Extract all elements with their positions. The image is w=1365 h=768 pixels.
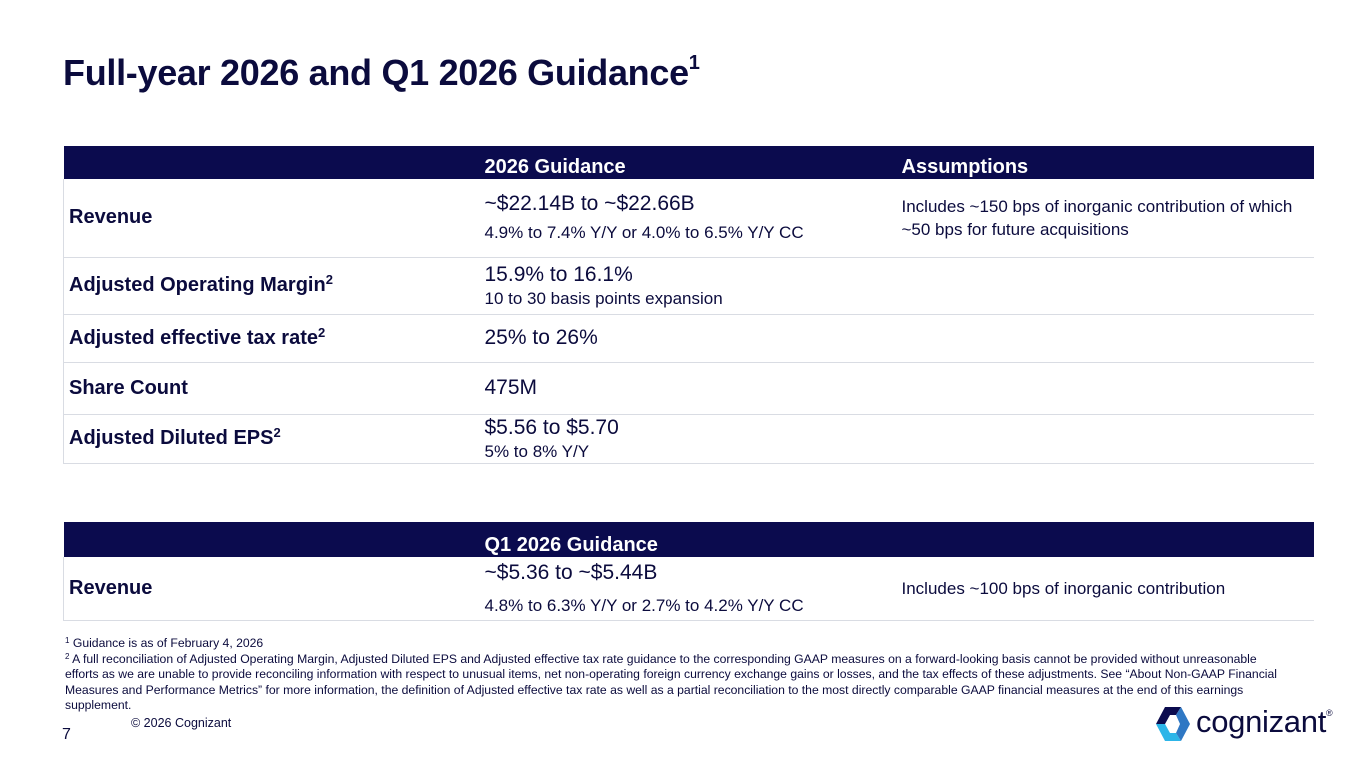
guidance-detail: 10 to 30 basis points expansion bbox=[484, 288, 723, 308]
guidance-cell: $5.56 to $5.70 5% to 8% Y/Y bbox=[479, 414, 897, 464]
assumption-cell bbox=[896, 414, 1314, 464]
logo-mark-light bbox=[1156, 724, 1181, 741]
guidance-detail: 4.9% to 7.4% Y/Y or 4.0% to 6.5% Y/Y CC bbox=[484, 223, 804, 243]
header-assumptions: Assumptions bbox=[896, 146, 1314, 179]
cognizant-logo-icon bbox=[1156, 707, 1190, 741]
guidance-cell: 15.9% to 16.1% 10 to 30 basis points exp… bbox=[479, 257, 897, 315]
row-label: Adjusted Operating Margin2 bbox=[63, 257, 480, 315]
row-label: Revenue bbox=[63, 557, 480, 621]
table-row-share-count: Share Count 475M bbox=[63, 362, 1314, 415]
guidance-cell: ~$5.36 to ~$5.44B 4.8% to 6.3% Y/Y or 2.… bbox=[479, 557, 897, 621]
guidance-value: 15.9% to 16.1% bbox=[484, 262, 633, 286]
row-label: Adjusted Diluted EPS2 bbox=[63, 414, 480, 464]
table-row-adjusted-operating-margin: Adjusted Operating Margin2 15.9% to 16.1… bbox=[63, 257, 1314, 315]
table-row-adjusted-effective-tax-rate: Adjusted effective tax rate2 25% to 26% bbox=[63, 314, 1314, 363]
guidance-value: ~$22.14B to ~$22.66B bbox=[484, 192, 695, 216]
row-label: Share Count bbox=[63, 362, 480, 415]
footnote-mark: 2 bbox=[317, 324, 326, 340]
guidance-value: $5.56 to $5.70 bbox=[484, 415, 619, 439]
guidance-cell: 25% to 26% bbox=[479, 314, 897, 363]
logo-mark-mid bbox=[1176, 707, 1190, 741]
header-2026-guidance: 2026 Guidance bbox=[479, 146, 897, 179]
assumption-cell bbox=[896, 314, 1314, 363]
guidance-cell: ~$22.14B to ~$22.66B 4.9% to 7.4% Y/Y or… bbox=[479, 179, 897, 258]
header-cell-blank bbox=[63, 522, 480, 557]
table-row-adjusted-diluted-eps: Adjusted Diluted EPS2 $5.56 to $5.70 5% … bbox=[63, 414, 1314, 464]
assumption-cell: Includes ~100 bps of inorganic contribut… bbox=[896, 557, 1314, 621]
page-number: 7 bbox=[62, 726, 71, 743]
table-row-revenue: Revenue ~$22.14B to ~$22.66B 4.9% to 7.4… bbox=[63, 179, 1314, 258]
guidance-detail: 4.8% to 6.3% Y/Y or 2.7% to 4.2% Y/Y CC bbox=[484, 595, 804, 615]
cognizant-logo: cognizant® bbox=[1156, 704, 1333, 742]
guidance-detail: 5% to 8% Y/Y bbox=[484, 441, 590, 461]
guidance-value: 25% to 26% bbox=[484, 326, 598, 349]
logo-wordmark: cognizant® bbox=[1196, 704, 1333, 739]
guidance-value: ~$5.36 to ~$5.44B bbox=[484, 560, 658, 584]
table-header-row: 2026 Guidance Assumptions bbox=[63, 146, 1314, 179]
logo-mark-dark bbox=[1156, 707, 1181, 724]
table-header-row: Q1 2026 Guidance bbox=[63, 522, 1314, 557]
header-cell-blank-right bbox=[896, 522, 1314, 557]
assumption-cell bbox=[896, 362, 1314, 415]
header-q1-2026-guidance: Q1 2026 Guidance bbox=[479, 522, 897, 557]
assumption-cell: Includes ~150 bps of inorganic contribut… bbox=[896, 179, 1314, 258]
table-row-q1-revenue: Revenue ~$5.36 to ~$5.44B 4.8% to 6.3% Y… bbox=[63, 557, 1314, 621]
quarter-guidance-table: Q1 2026 Guidance Revenue ~$5.36 to ~$5.4… bbox=[63, 522, 1314, 621]
footnote-mark: 2 bbox=[325, 272, 333, 287]
guidance-value: 475M bbox=[484, 376, 538, 399]
row-label: Adjusted effective tax rate2 bbox=[63, 314, 480, 363]
row-label: Revenue bbox=[63, 179, 480, 258]
copyright: © 2026 Cognizant bbox=[131, 716, 232, 730]
title-footnote-mark: 1 bbox=[688, 52, 700, 74]
header-cell-blank bbox=[63, 146, 480, 179]
footnotes: 1 Guidance is as of February 4, 2026 2 A… bbox=[65, 636, 1280, 714]
footnote-1: 1 Guidance is as of February 4, 2026 bbox=[65, 636, 264, 650]
annual-guidance-table: 2026 Guidance Assumptions Revenue ~$22.1… bbox=[63, 146, 1314, 464]
assumption-cell bbox=[896, 257, 1314, 315]
footnote-mark: 2 bbox=[273, 425, 281, 440]
page-title: Full-year 2026 and Q1 2026 Guidance1 bbox=[63, 52, 700, 93]
guidance-cell: 475M bbox=[479, 362, 897, 415]
footnote-2: 2 A full reconciliation of Adjusted Oper… bbox=[65, 651, 1277, 713]
